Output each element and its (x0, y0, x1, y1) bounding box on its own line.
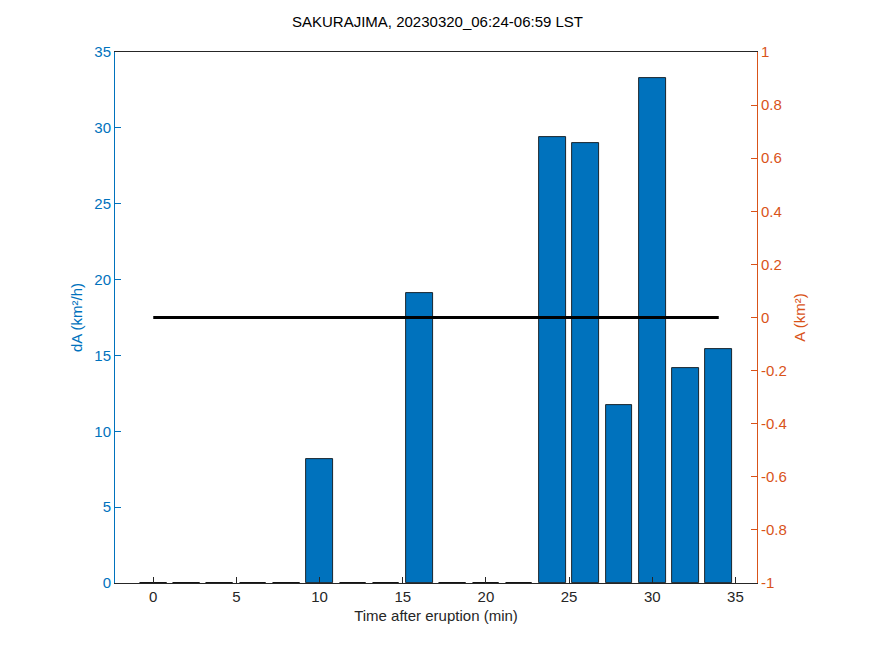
svg-text:25: 25 (94, 195, 111, 212)
svg-text:0.4: 0.4 (761, 203, 782, 220)
svg-text:0.6: 0.6 (761, 149, 782, 166)
svg-text:A (km²): A (km²) (791, 293, 808, 341)
svg-text:0.2: 0.2 (761, 256, 782, 273)
svg-text:0: 0 (103, 574, 111, 591)
svg-text:-0.4: -0.4 (761, 415, 787, 432)
svg-text:dA (km²/h): dA (km²/h) (68, 283, 85, 352)
svg-text:35: 35 (94, 43, 111, 60)
svg-text:15: 15 (94, 347, 111, 364)
svg-text:5: 5 (103, 498, 111, 515)
svg-text:35: 35 (727, 588, 744, 605)
svg-text:15: 15 (394, 588, 411, 605)
svg-text:Time after eruption (min): Time after eruption (min) (354, 607, 518, 624)
svg-text:1: 1 (761, 43, 769, 60)
svg-text:20: 20 (478, 588, 495, 605)
svg-text:0: 0 (149, 588, 157, 605)
svg-text:30: 30 (644, 588, 661, 605)
svg-text:0.8: 0.8 (761, 96, 782, 113)
svg-text:10: 10 (94, 423, 111, 440)
svg-text:20: 20 (94, 271, 111, 288)
svg-text:-0.8: -0.8 (761, 521, 787, 538)
svg-text:5: 5 (232, 588, 240, 605)
svg-text:0: 0 (761, 309, 769, 326)
svg-text:-0.6: -0.6 (761, 468, 787, 485)
svg-text:25: 25 (561, 588, 578, 605)
svg-text:-1: -1 (761, 574, 774, 591)
svg-text:-0.2: -0.2 (761, 362, 787, 379)
svg-text:10: 10 (311, 588, 328, 605)
svg-text:30: 30 (94, 119, 111, 136)
svg-text:SAKURAJIMA, 20230320_06:24-06:: SAKURAJIMA, 20230320_06:24-06:59 LST (292, 13, 583, 30)
